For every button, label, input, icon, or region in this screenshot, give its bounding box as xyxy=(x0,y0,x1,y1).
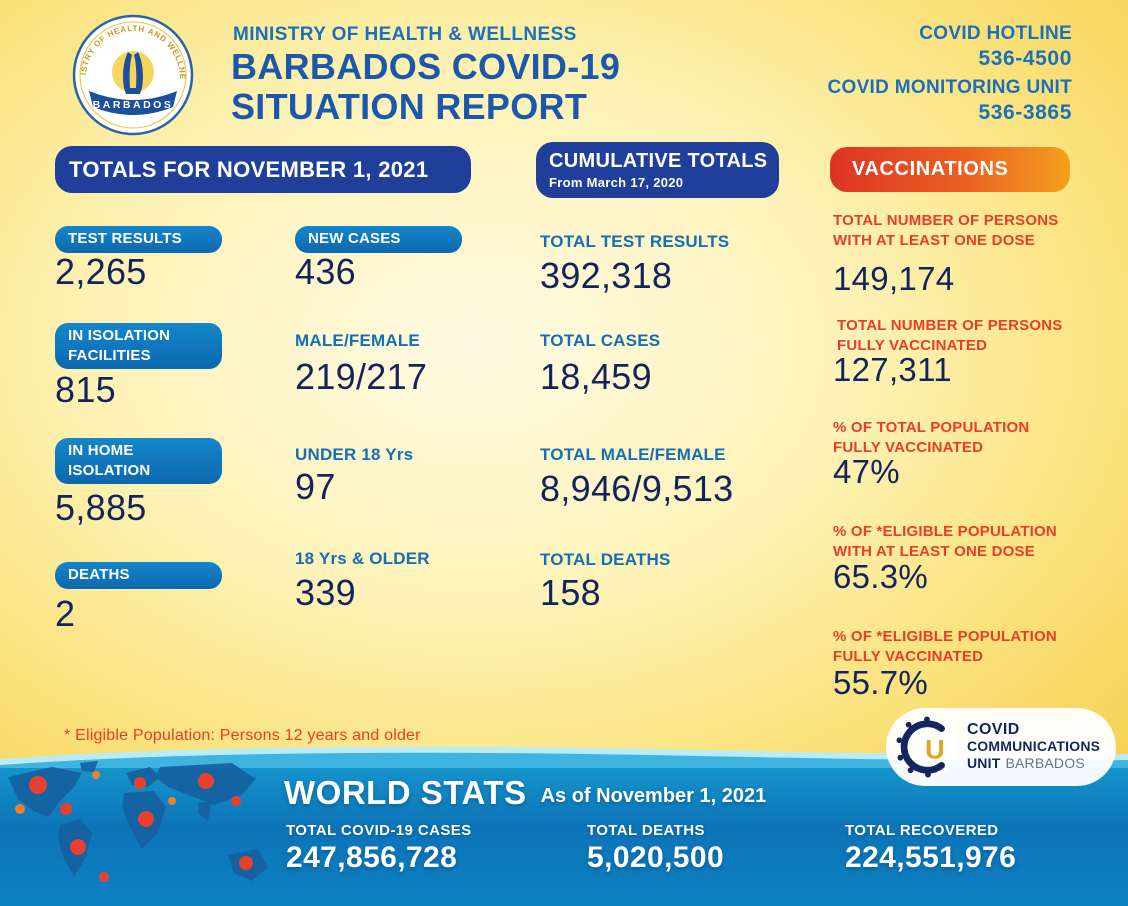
covid-communications-unit-badge: U COVID COMMUNICATIONS UNIT BARBADOS xyxy=(886,708,1117,786)
ccu-line3: UNIT BARBADOS xyxy=(967,755,1100,773)
ministry-logo: MINISTRY OF HEALTH AND WELLNESS BARBADOS xyxy=(68,7,194,136)
under-18-value: 97 xyxy=(295,466,336,507)
monitoring-unit-number: 536-3865 xyxy=(978,101,1072,124)
band-wave-edge xyxy=(0,746,1128,768)
world-map-graphic xyxy=(8,761,268,882)
over-18-label: 18 Yrs & OLDER xyxy=(295,549,430,568)
one-dose-label: TOTAL NUMBER OF PERSONS WITH AT LEAST ON… xyxy=(833,212,1059,249)
vaccinations-banner: VACCINATIONS xyxy=(830,147,1070,192)
total-male-female-value: 8,946/9,513 xyxy=(540,468,734,509)
virus-icon: U xyxy=(896,716,958,778)
total-cases-value: 18,459 xyxy=(540,356,652,397)
ccu-unit: UNIT xyxy=(967,754,1001,771)
deaths-label: DEATHS xyxy=(55,562,222,589)
world-cases-label: TOTAL COVID-19 CASES xyxy=(286,822,472,839)
home-isolation-label: IN HOME ISOLATION xyxy=(55,438,222,484)
pct-eligible-one-dose-label: % OF *ELIGIBLE POPULATION WITH AT LEAST … xyxy=(833,523,1057,560)
world-stats-title-row: WORLD STATS As of November 1, 2021 xyxy=(284,774,766,812)
pct-eligible-fully-label: % OF *ELIGIBLE POPULATION FULLY VACCINAT… xyxy=(833,628,1057,665)
eligible-population-footnote: * Eligible Population: Persons 12 years … xyxy=(64,727,421,744)
hotline-label: COVID HOTLINE xyxy=(919,23,1072,44)
virus-icon-letter: U xyxy=(925,734,945,765)
cumulative-banner-title: CUMULATIVE TOTALS xyxy=(549,150,768,172)
pct-eligible-one-dose-value: 65.3% xyxy=(833,558,929,595)
total-test-results-label: TOTAL TEST RESULTS xyxy=(540,232,730,251)
world-cases-value: 247,856,728 xyxy=(286,841,458,874)
pct-eligible-fully-value: 55.7% xyxy=(833,664,929,701)
home-isolation-value: 5,885 xyxy=(55,487,147,528)
hotline-number: 536-4500 xyxy=(978,47,1072,70)
logo-banner-text: BARBADOS xyxy=(93,99,174,111)
world-stats-asof: As of November 1, 2021 xyxy=(540,785,767,807)
monitoring-unit-label: COVID MONITORING UNIT xyxy=(827,77,1072,98)
total-test-results-value: 392,318 xyxy=(540,255,673,296)
new-cases-label: NEW CASES xyxy=(295,226,462,253)
world-stats-title: WORLD STATS xyxy=(284,774,527,811)
total-male-female-label: TOTAL MALE/FEMALE xyxy=(540,445,726,464)
ccu-barbados: BARBADOS xyxy=(1005,754,1085,771)
isolation-facilities-label: IN ISOLATION FACILITIES xyxy=(55,323,222,369)
over-18-value: 339 xyxy=(295,572,356,613)
daily-totals-banner: TOTALS FOR NOVEMBER 1, 2021 xyxy=(55,146,471,193)
deaths-value: 2 xyxy=(55,593,76,634)
ministry-name: MINISTRY OF HEALTH & WELLNESS xyxy=(233,24,577,45)
ccu-line2: COMMUNICATIONS xyxy=(967,738,1101,755)
cumulative-banner-subtitle: From March 17, 2020 xyxy=(549,175,684,190)
new-cases-value: 436 xyxy=(295,251,356,292)
test-results-value: 2,265 xyxy=(55,251,147,292)
world-deaths-label: TOTAL DEATHS xyxy=(587,822,705,839)
total-deaths-value: 158 xyxy=(540,572,601,613)
report-title-line1: BARBADOS COVID-19 xyxy=(231,46,621,87)
praying-hands-icon xyxy=(123,52,132,88)
ccu-wordmark: COVID COMMUNICATIONS UNIT BARBADOS xyxy=(967,721,1100,772)
cumulative-totals-banner: CUMULATIVE TOTALS From March 17, 2020 xyxy=(536,142,779,198)
world-deaths-value: 5,020,500 xyxy=(587,841,725,874)
under-18-label: UNDER 18 Yrs xyxy=(295,445,414,464)
male-female-value: 219/217 xyxy=(295,356,428,397)
world-recovered-value: 224,551,976 xyxy=(845,841,1017,874)
pct-total-fully-value: 47% xyxy=(833,453,900,490)
total-deaths-label: TOTAL DEATHS xyxy=(540,550,671,569)
male-female-label: MALE/FEMALE xyxy=(295,331,420,350)
one-dose-value: 149,174 xyxy=(833,260,955,297)
isolation-facilities-value: 815 xyxy=(55,369,116,410)
total-cases-label: TOTAL CASES xyxy=(540,331,661,350)
ccu-line1: COVID xyxy=(967,721,1020,739)
pct-total-fully-label: % OF TOTAL POPULATION FULLY VACCINATED xyxy=(833,419,1030,456)
world-recovered-label: TOTAL RECOVERED xyxy=(845,822,999,839)
test-results-label: TEST RESULTS xyxy=(55,226,222,253)
fully-vaccinated-value: 127,311 xyxy=(833,351,952,388)
fully-vaccinated-label: TOTAL NUMBER OF PERSONS FULLY VACCINATED xyxy=(837,317,1063,354)
report-title-line2: SITUATION REPORT xyxy=(231,86,588,127)
contact-info: COVID HOTLINE 536-4500 COVID MONITORING … xyxy=(780,23,1072,125)
ministry-logo-graphic: MINISTRY OF HEALTH AND WELLNESS BARBADOS xyxy=(68,7,194,136)
